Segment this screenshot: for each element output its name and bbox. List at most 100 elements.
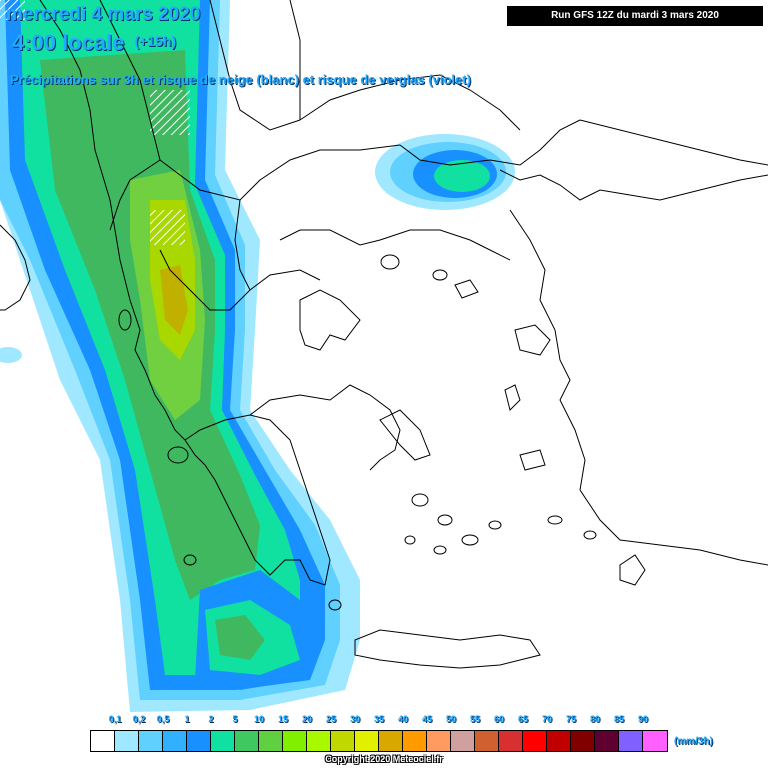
coastline-peloponnese <box>184 414 331 586</box>
border-3 <box>159 199 251 311</box>
legend-swatch <box>499 731 523 751</box>
legend-tick-label: 40 <box>397 714 409 724</box>
coastline-cyclades-6 <box>404 535 416 545</box>
coastline-rhodes <box>619 554 646 586</box>
legend-tick-label: 0,2 <box>132 714 146 724</box>
legend-swatch <box>451 731 475 751</box>
legend-swatch <box>115 731 139 751</box>
legend-tick-label: 30 <box>349 714 361 724</box>
run-info: Run GFS 12Z du mardi 3 mars 2020 <box>507 6 763 26</box>
border-5 <box>399 119 581 166</box>
legend-tick-label: 45 <box>421 714 433 724</box>
border-7 <box>109 159 161 231</box>
border-2 <box>209 0 301 131</box>
coastline-cyclades-5 <box>488 520 502 530</box>
legend-tick-label: 80 <box>589 714 601 724</box>
legend-tick-label: 90 <box>637 714 649 724</box>
coastline-dodecanese-2 <box>583 530 597 540</box>
coastline-italy <box>0 224 31 311</box>
coastline-aegean-west <box>249 384 401 471</box>
coastline-lesbos <box>514 324 551 356</box>
forecast-lead-time: (+15h) <box>134 33 177 49</box>
coastline-thasos <box>380 254 400 270</box>
border-9 <box>289 0 301 120</box>
forecast-date: mercredi 4 mars 2020 <box>6 4 201 25</box>
legend-color-bar <box>90 730 668 752</box>
legend: 0,1 0,2 0,5 1 2 5 10 15 20 25 30 35 40 45 50 55 60 65 70 75… <box>0 712 768 768</box>
legend-tick-label: 50 <box>445 714 457 724</box>
legend-unit: (mm/3h) <box>674 736 713 747</box>
legend-tick-label: 60 <box>493 714 505 724</box>
border-1 <box>99 0 401 201</box>
coastline-ionian-kefalonia <box>167 446 189 464</box>
precip-olive <box>160 265 188 335</box>
legend-swatch <box>643 731 667 751</box>
coastlines <box>0 0 768 669</box>
legend-swatch <box>163 731 187 751</box>
precip-ne-teal <box>434 160 490 192</box>
border-8 <box>579 119 768 166</box>
snow-risk-area <box>150 210 185 245</box>
border-4 <box>299 74 521 131</box>
coastline-kythira <box>328 599 342 611</box>
legend-swatch <box>427 731 451 751</box>
legend-swatch <box>187 731 211 751</box>
coastline-north-aegean <box>279 229 511 261</box>
legend-tick-label: 85 <box>613 714 625 724</box>
coastline-ionian-zakynthos <box>183 554 197 566</box>
precip-light-green-south <box>215 615 265 660</box>
coastline-cyclades-3 <box>461 534 479 546</box>
legend-tick-label: 25 <box>325 714 337 724</box>
legend-swatch <box>331 731 355 751</box>
legend-swatch <box>379 731 403 751</box>
coastline-samothrace <box>432 269 448 281</box>
legend-tick-label: 0,1 <box>108 714 122 724</box>
legend-swatch <box>259 731 283 751</box>
coastline-dodecanese-1 <box>547 515 563 525</box>
map-subtitle: Précipitations sur 3h et risque de neige… <box>10 72 471 87</box>
legend-tick-label: 10 <box>253 714 265 724</box>
snow-risk-area <box>0 0 25 20</box>
legend-tick-label: 35 <box>373 714 385 724</box>
legend-tick-label: 20 <box>301 714 313 724</box>
copyright: Copyright 2020 Meteociel.fr <box>325 754 443 764</box>
legend-tick-label: 70 <box>541 714 553 724</box>
legend-swatch <box>547 731 571 751</box>
coastline-samos <box>519 449 546 471</box>
legend-tick-label: 15 <box>277 714 289 724</box>
coastline-chalkidiki <box>299 289 361 351</box>
legend-swatch <box>571 731 595 751</box>
legend-tick-label: 5 <box>232 714 238 724</box>
coastline-lemnos <box>454 279 479 299</box>
legend-swatch <box>523 731 547 751</box>
legend-tick-label: 55 <box>469 714 481 724</box>
forecast-time-line: 4:00 locale (+15h) <box>12 30 176 56</box>
legend-swatch <box>475 731 499 751</box>
precipitation-field <box>0 0 515 712</box>
legend-swatch <box>91 731 115 751</box>
legend-tick-label: 65 <box>517 714 529 724</box>
snow-risk-area <box>150 90 190 135</box>
forecast-time: 4:00 locale <box>12 30 125 55</box>
coastline-marmara <box>499 169 768 201</box>
coastline-cyclades-2 <box>437 514 453 526</box>
coastline-cyclades-1 <box>411 493 429 507</box>
legend-swatch <box>211 731 235 751</box>
legend-tick-label: 1 <box>184 714 190 724</box>
border-6 <box>249 269 321 291</box>
country-borders <box>99 0 768 311</box>
coastline-turkey <box>509 209 768 566</box>
legend-tick-label: 75 <box>565 714 577 724</box>
legend-swatch <box>283 731 307 751</box>
legend-tick-label: 2 <box>208 714 214 724</box>
coastline-crete <box>354 629 541 669</box>
coastline-cyclades-4 <box>433 545 447 555</box>
legend-swatch <box>619 731 643 751</box>
legend-tick-label: 0,5 <box>156 714 170 724</box>
legend-swatch <box>355 731 379 751</box>
coastline-euboea <box>379 409 431 461</box>
legend-swatch <box>307 731 331 751</box>
coastline-corfu <box>118 309 132 331</box>
precip-west-blob <box>0 347 22 363</box>
